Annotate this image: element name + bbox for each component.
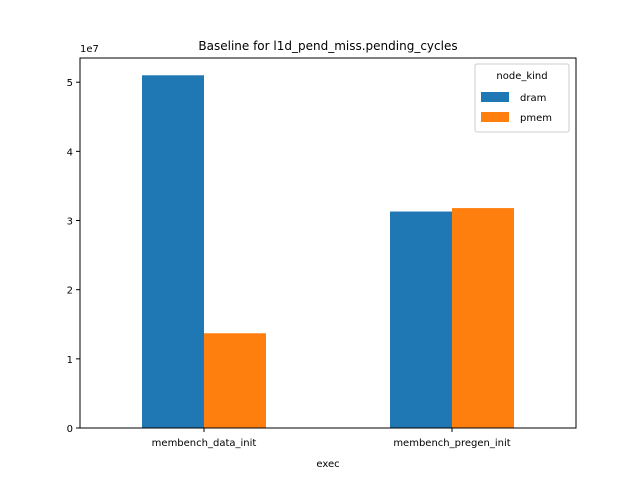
legend-swatch-pmem — [481, 112, 509, 122]
bar-dram-membench_pregen_init — [390, 211, 452, 428]
legend-label-pmem: pmem — [520, 113, 552, 124]
y-tick-label: 4 — [67, 147, 73, 158]
legend-swatch-dram — [481, 92, 509, 102]
bars-group — [142, 75, 514, 428]
y-tick-label: 0 — [67, 424, 73, 435]
bar-pmem-membench_pregen_init — [452, 208, 514, 428]
x-tick-label: membench_pregen_init — [393, 438, 510, 449]
x-axis-ticks: membench_data_init membench_pregen_init — [152, 428, 511, 449]
y-tick-label: 5 — [67, 78, 73, 89]
y-tick-label: 2 — [67, 286, 73, 297]
bar-dram-membench_data_init — [142, 75, 204, 428]
y-tick-label: 1 — [67, 355, 73, 366]
y-tick-label: 3 — [67, 217, 73, 228]
y-offset-text: 1e7 — [80, 44, 99, 55]
plot-frame — [79, 57, 577, 429]
x-tick-label: membench_data_init — [152, 438, 257, 449]
legend-title: node_kind — [496, 71, 547, 82]
x-axis-label: exec — [316, 459, 339, 470]
chart-title: Baseline for l1d_pend_miss.pending_cycle… — [198, 39, 457, 53]
y-axis-ticks: 0 1 2 3 4 5 — [67, 78, 80, 435]
legend: node_kind dram pmem — [474, 63, 570, 133]
legend-label-dram: dram — [520, 93, 546, 104]
legend-items: dram pmem — [481, 92, 552, 124]
bar-pmem-membench_data_init — [204, 333, 266, 428]
